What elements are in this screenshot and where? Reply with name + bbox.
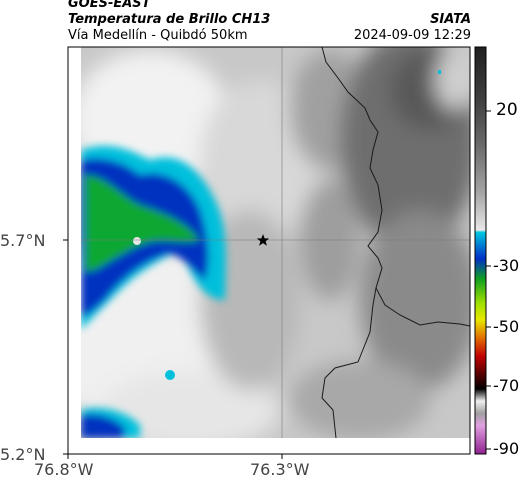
location-star-marker <box>256 234 270 246</box>
satellite-title: GOES-EAST <box>68 0 151 11</box>
y-tick-label: 5.7°N <box>0 231 46 250</box>
datetime-label: 2024-09-09 12:29 <box>353 28 471 43</box>
x-tick-label: 76.3°W <box>250 460 310 479</box>
y-tick-label: 5.2°N <box>0 445 46 464</box>
colorbar-tick-label: -30 <box>493 256 520 275</box>
brightness-temperature-field <box>81 47 470 438</box>
department-boundary <box>321 47 470 327</box>
colorbar <box>474 46 487 455</box>
map-frame <box>67 46 471 455</box>
colorbar-tick-label: -70 <box>493 376 520 395</box>
org-label: SIATA <box>430 12 471 27</box>
colorbar-tick-label: -90 <box>493 439 520 458</box>
colorbar-tick-label: -50 <box>493 317 520 336</box>
municipal-boundary <box>321 287 377 438</box>
product-title: Temperatura de Brillo CH13 <box>68 12 271 27</box>
x-tick-label: 76.8°W <box>34 460 94 479</box>
colorbar-tick-label: 20 <box>496 100 518 120</box>
region-label: Vía Medellín - Quibdó 50km <box>68 28 248 43</box>
